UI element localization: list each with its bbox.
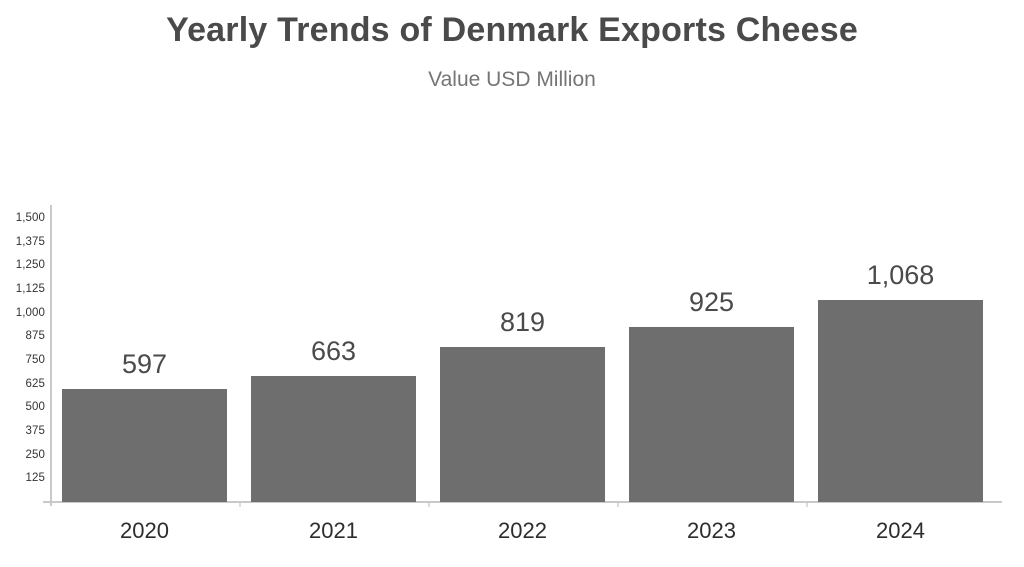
y-tick-label: 1,000 (15, 306, 45, 319)
bar (818, 299, 983, 502)
y-tick-label: 625 (25, 377, 45, 390)
x-tick-label: 2020 (120, 518, 169, 543)
bar-value-label: 597 (121, 348, 168, 379)
x-tick-label: 2021 (309, 518, 358, 543)
x-tick-label: 2023 (687, 518, 736, 543)
chart-subtitle: Value USD Million (428, 68, 596, 91)
y-tick-label: 750 (25, 354, 45, 366)
chart-title: Yearly Trends of Denmark Exports Cheese (166, 11, 858, 49)
x-tick-label: 2022 (498, 518, 547, 543)
y-tick-label: 1,250 (15, 259, 45, 272)
x-tick-label: 2024 (876, 518, 925, 543)
y-tick-label: 250 (25, 448, 45, 461)
y-tick-label: 125 (25, 472, 45, 485)
y-tick-label: 1,125 (15, 283, 45, 295)
y-tick-label: 1,500 (15, 212, 45, 224)
x-tick-mark (428, 503, 430, 507)
bar (62, 388, 227, 502)
y-tick-label: 875 (25, 330, 45, 343)
x-axis-line (43, 501, 1002, 503)
bar (629, 326, 794, 502)
bar-value-label: 663 (310, 336, 357, 367)
bar (440, 346, 605, 502)
y-tick-label: 500 (25, 401, 45, 414)
bar-value-label: 1,068 (866, 259, 935, 290)
x-tick-mark (617, 503, 619, 507)
y-tick-label: 1,375 (15, 235, 45, 248)
y-axis-line (50, 205, 52, 506)
x-tick-mark (806, 503, 808, 507)
bar-value-label: 925 (688, 286, 735, 317)
bar (251, 376, 416, 502)
y-tick-label: 375 (25, 425, 45, 437)
bar-value-label: 819 (499, 306, 546, 337)
x-tick-mark (239, 503, 241, 507)
